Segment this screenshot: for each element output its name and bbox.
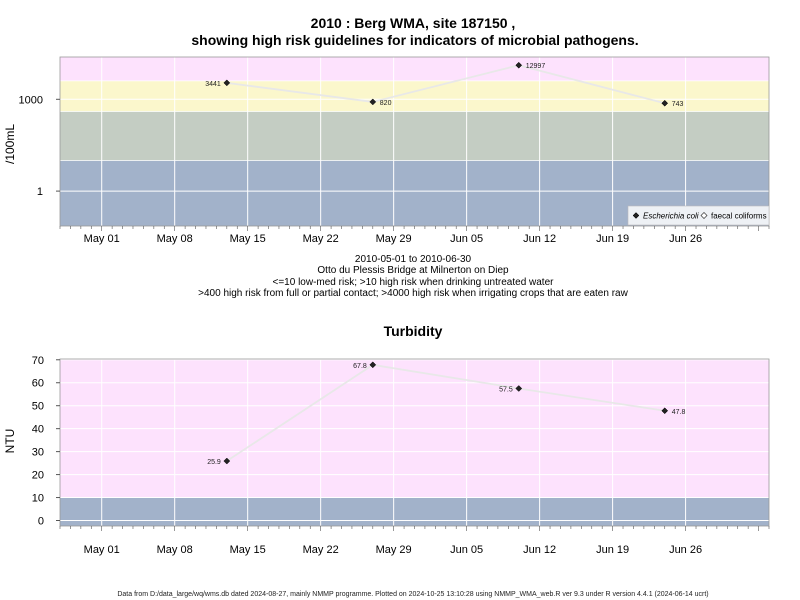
ecoli-data-label: 3441 xyxy=(205,81,221,88)
turbidity-data-label: 67.8 xyxy=(353,363,367,370)
turbidity-data-label: 47.8 xyxy=(672,409,686,416)
turbidity-point xyxy=(369,361,377,369)
legend-box xyxy=(627,205,770,226)
chart2-y-tick-label: 40 xyxy=(32,424,44,436)
chart2-x-tick-label: May 15 xyxy=(230,544,266,556)
chart2-x-tick-label: Jun 26 xyxy=(669,544,702,556)
band-400-4000 xyxy=(60,80,769,112)
turbidity-series-line xyxy=(226,363,665,462)
chart2-x-tick-label: Jun 12 xyxy=(523,544,556,556)
caption-site: Otto du Plessis Bridge at Milnerton on D… xyxy=(317,265,509,276)
chart2-x-tick-label: May 22 xyxy=(303,544,339,556)
chart2-y-tick-label: 0 xyxy=(38,516,44,528)
ecoli-data-label: 12997 xyxy=(526,63,546,70)
ecoli-panel: 1 1000 May 01 May 08 May 15 May 22 May 29 Jun 0… xyxy=(19,56,770,245)
chart2-x-tick-label: Jun 05 xyxy=(450,544,483,556)
legend-faecal-label: faecal coliforms xyxy=(711,212,767,221)
ecoli-point xyxy=(515,61,523,69)
chart2-y-tick-label: 20 xyxy=(32,470,44,482)
chart1-x-tick-label: Jun 05 xyxy=(450,233,483,245)
chart2-x-tick-label: May 29 xyxy=(376,544,412,556)
ecoli-point xyxy=(223,79,231,87)
turbidity-point xyxy=(515,385,523,392)
band-below-10 xyxy=(60,497,769,526)
chart1-x-tick-label: Jun 19 xyxy=(596,233,629,245)
chart2-y-tick-label: 60 xyxy=(32,378,44,390)
legend-ecoli-marker xyxy=(632,212,640,219)
chart1-x-tick-label: May 22 xyxy=(303,233,339,245)
chart1-x-tick-label: May 15 xyxy=(230,233,266,245)
chart2-x-tick-label: May 08 xyxy=(157,544,193,556)
chart1-x-tick-label: May 01 xyxy=(84,233,120,245)
band-10-400 xyxy=(60,111,769,161)
chart2-y-tick-label: 50 xyxy=(32,401,44,413)
caption-guideline-1: <=10 low-med risk; >10 high risk when dr… xyxy=(273,277,555,288)
legend-faecal-marker xyxy=(700,212,708,219)
ecoli-point xyxy=(369,98,377,106)
turbidity-data-label: 57.5 xyxy=(499,386,513,393)
chart1-y-tick-label: 1000 xyxy=(19,94,43,106)
turbidity-point xyxy=(661,407,669,415)
chart2-y-tick-label: 30 xyxy=(32,447,44,459)
ecoli-series-line xyxy=(226,64,665,105)
chart1-x-tick-label: Jun 12 xyxy=(523,233,556,245)
ecoli-data-label: 743 xyxy=(672,101,684,108)
turbidity-data-label: 25.9 xyxy=(207,459,221,466)
turbidity-panel: 0 10 20 30 40 50 60 70 May 01 May 08 May 15 May 22 M… xyxy=(32,355,770,556)
chart1-x-tick-label: May 08 xyxy=(157,233,193,245)
chart2-title: Turbidity xyxy=(384,323,443,339)
ecoli-data-label: 820 xyxy=(380,100,392,107)
chart2-y-tick-label: 10 xyxy=(32,493,44,505)
footer-note: Data from D:/data_large/wq/wms.db dated … xyxy=(117,591,708,598)
chart1-x-tick-label: May 29 xyxy=(376,233,412,245)
chart1-legend: Escherichia coli faecal coliforms xyxy=(627,205,770,226)
caption-date-range: 2010-05-01 to 2010-06-30 xyxy=(355,254,472,265)
caption-guideline-2: >400 high risk from full or partial cont… xyxy=(198,288,628,299)
chart1-y-tick-label: 1 xyxy=(37,186,43,198)
band-above-4000 xyxy=(60,57,769,81)
chart1-title-line2: showing high risk guidelines for indicat… xyxy=(191,32,638,48)
chart1-x-tick-label: Jun 26 xyxy=(669,233,702,245)
ecoli-point xyxy=(661,99,669,107)
chart2-y-tick-label: 70 xyxy=(32,355,44,367)
chart1-ylabel: /100mL xyxy=(3,124,17,164)
chart2-x-tick-label: May 01 xyxy=(84,544,120,556)
chart2-ylabel: NTU xyxy=(3,429,17,454)
chart2-x-tick-label: Jun 19 xyxy=(596,544,629,556)
turbidity-point xyxy=(223,457,231,465)
chart1-title-line1: 2010 : Berg WMA, site 187150 , xyxy=(311,15,516,31)
legend-ecoli-label: Escherichia coli xyxy=(643,212,699,221)
